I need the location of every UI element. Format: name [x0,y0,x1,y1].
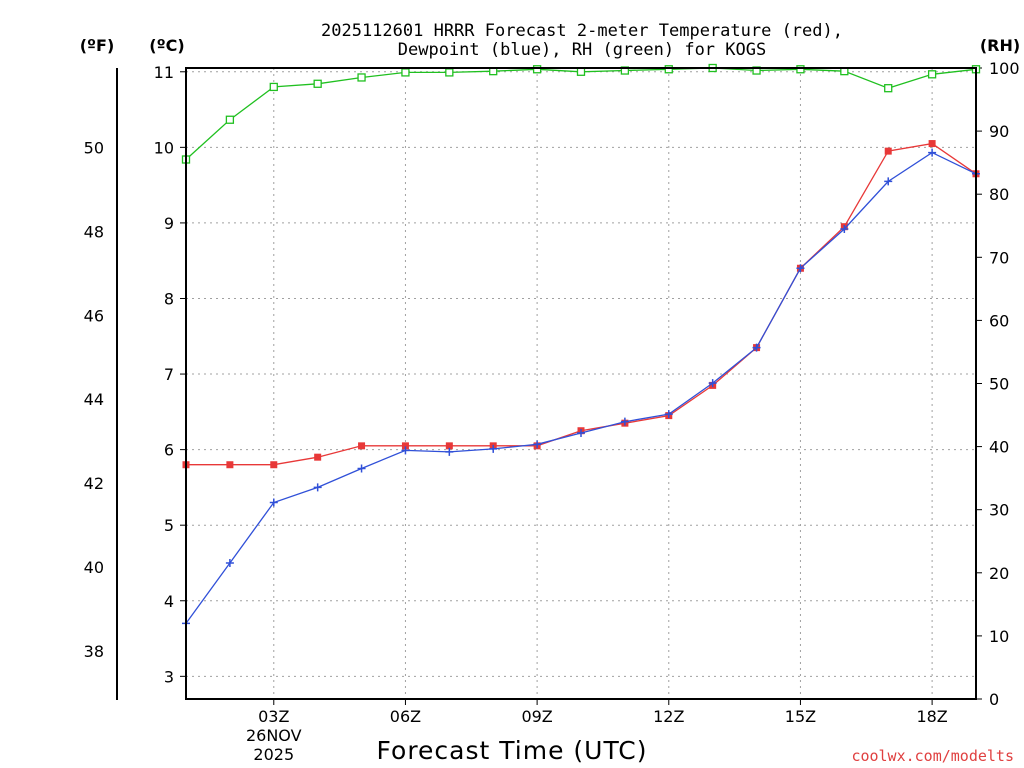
celsius-tick-label: 9 [164,214,174,233]
dewpoint-point [357,464,366,473]
rh-tick-label: 40 [989,438,1009,457]
x-tick-label: 06Z [390,707,421,726]
temperature-point [445,442,453,450]
rh-point [313,79,322,88]
temperature-point [928,140,936,148]
series-layer [181,63,981,628]
celsius-tick-label: 6 [164,441,174,460]
fahrenheit-tick-label: 50 [84,138,104,157]
rh-tick-label: 100 [989,59,1020,78]
x-tick-date: 26NOV [246,726,302,745]
rh-point [927,70,937,79]
temperature-point [270,461,278,469]
rh-point [884,84,893,93]
fahrenheit-tick-label: 42 [84,474,104,493]
rh-tick-label: 80 [989,185,1009,204]
temperature-point [226,461,234,469]
celsius-tick-label: 7 [164,365,174,384]
dewpoint-point [313,483,322,492]
celsius-tick-label: 8 [164,289,174,308]
rh-tick-label: 0 [989,690,999,709]
chart-title-line-1: 2025112601 HRRR Forecast 2-meter Tempera… [321,21,843,41]
x-tick-label: 03Z [258,707,289,726]
rh-point [357,73,366,82]
temperature-point [358,442,366,450]
fahrenheit-tick-label: 38 [84,642,104,661]
rh-tick-label: 30 [989,501,1009,520]
fahrenheit-tick-label: 44 [84,390,104,409]
rh-point [796,65,805,74]
dewpoint-point [445,447,454,456]
fahrenheit-tick-label: 48 [84,222,104,241]
rh-line [185,67,977,160]
dewpoint-point [577,428,585,437]
x-tick-label: 18Z [916,707,947,726]
rh-point [269,82,278,92]
fahrenheit-tick-label: 40 [84,558,104,577]
dewpoint-point [840,224,849,233]
celsius-tick-label: 4 [164,592,174,611]
temperature-point [314,453,322,461]
celsius-tick-label: 10 [154,138,174,157]
dewpoint-point [796,264,805,273]
temperature-point [884,147,892,155]
temperature-line [186,142,977,466]
celsius-axis-label: (ºC) [149,36,184,55]
rh-point [664,65,673,74]
dewpoint-point [620,417,629,426]
dewpoint-point [489,444,498,453]
temperature-point [401,442,409,450]
dewpoint-point [664,410,673,419]
celsius-tick-label: 11 [154,63,174,82]
dewpoint-point [708,379,717,388]
dewpoint-point [884,177,893,186]
dewpoint-line [185,151,977,624]
rh-tick-label: 10 [989,627,1009,646]
dewpoint-point [752,343,761,352]
rh-point [576,67,586,76]
chart-title-line-2: Dewpoint (blue), RH (green) for KOGS [398,40,766,60]
rh-point [401,68,410,77]
rh-tick-labels: 0 10 20 30 40 50 60 70 80 90 100 [976,59,1020,709]
celsius-tick-label: 3 [164,667,174,686]
fahrenheit-axis-label: (ºF) [80,36,115,55]
x-tick-label: 15Z [785,707,816,726]
dewpoint-point [928,148,937,157]
x-tick-label: 12Z [653,707,684,726]
rh-point [445,68,454,77]
celsius-tick-label: 5 [164,516,174,535]
rh-tick-label: 90 [989,122,1009,141]
dewpoint-point [225,558,234,567]
rh-point [532,65,542,74]
rh-tick-label: 70 [989,248,1009,267]
fahrenheit-tick-labels: 38 40 42 44 46 48 50 [84,138,104,661]
x-tick-label: 09Z [521,707,552,726]
dewpoint-point [269,498,278,507]
dewpoint-point [533,440,542,449]
rh-tick-label: 60 [989,311,1009,330]
credit-link[interactable]: coolwx.com/modelts [851,747,1014,765]
celsius-tick-labels: 3 4 5 6 7 8 9 10 11 [154,63,186,686]
grid-layer [186,68,976,699]
x-axis-title: Forecast Time (UTC) [377,736,648,765]
x-tick-year: 2025 [253,745,294,764]
rh-point [225,115,235,124]
rh-axis-label: (RH) [980,36,1020,55]
rh-tick-label: 50 [989,375,1009,394]
dewpoint-point [401,446,410,455]
rh-tick-label: 20 [989,564,1009,583]
fahrenheit-tick-label: 46 [84,306,104,325]
plot-frame [185,67,977,700]
